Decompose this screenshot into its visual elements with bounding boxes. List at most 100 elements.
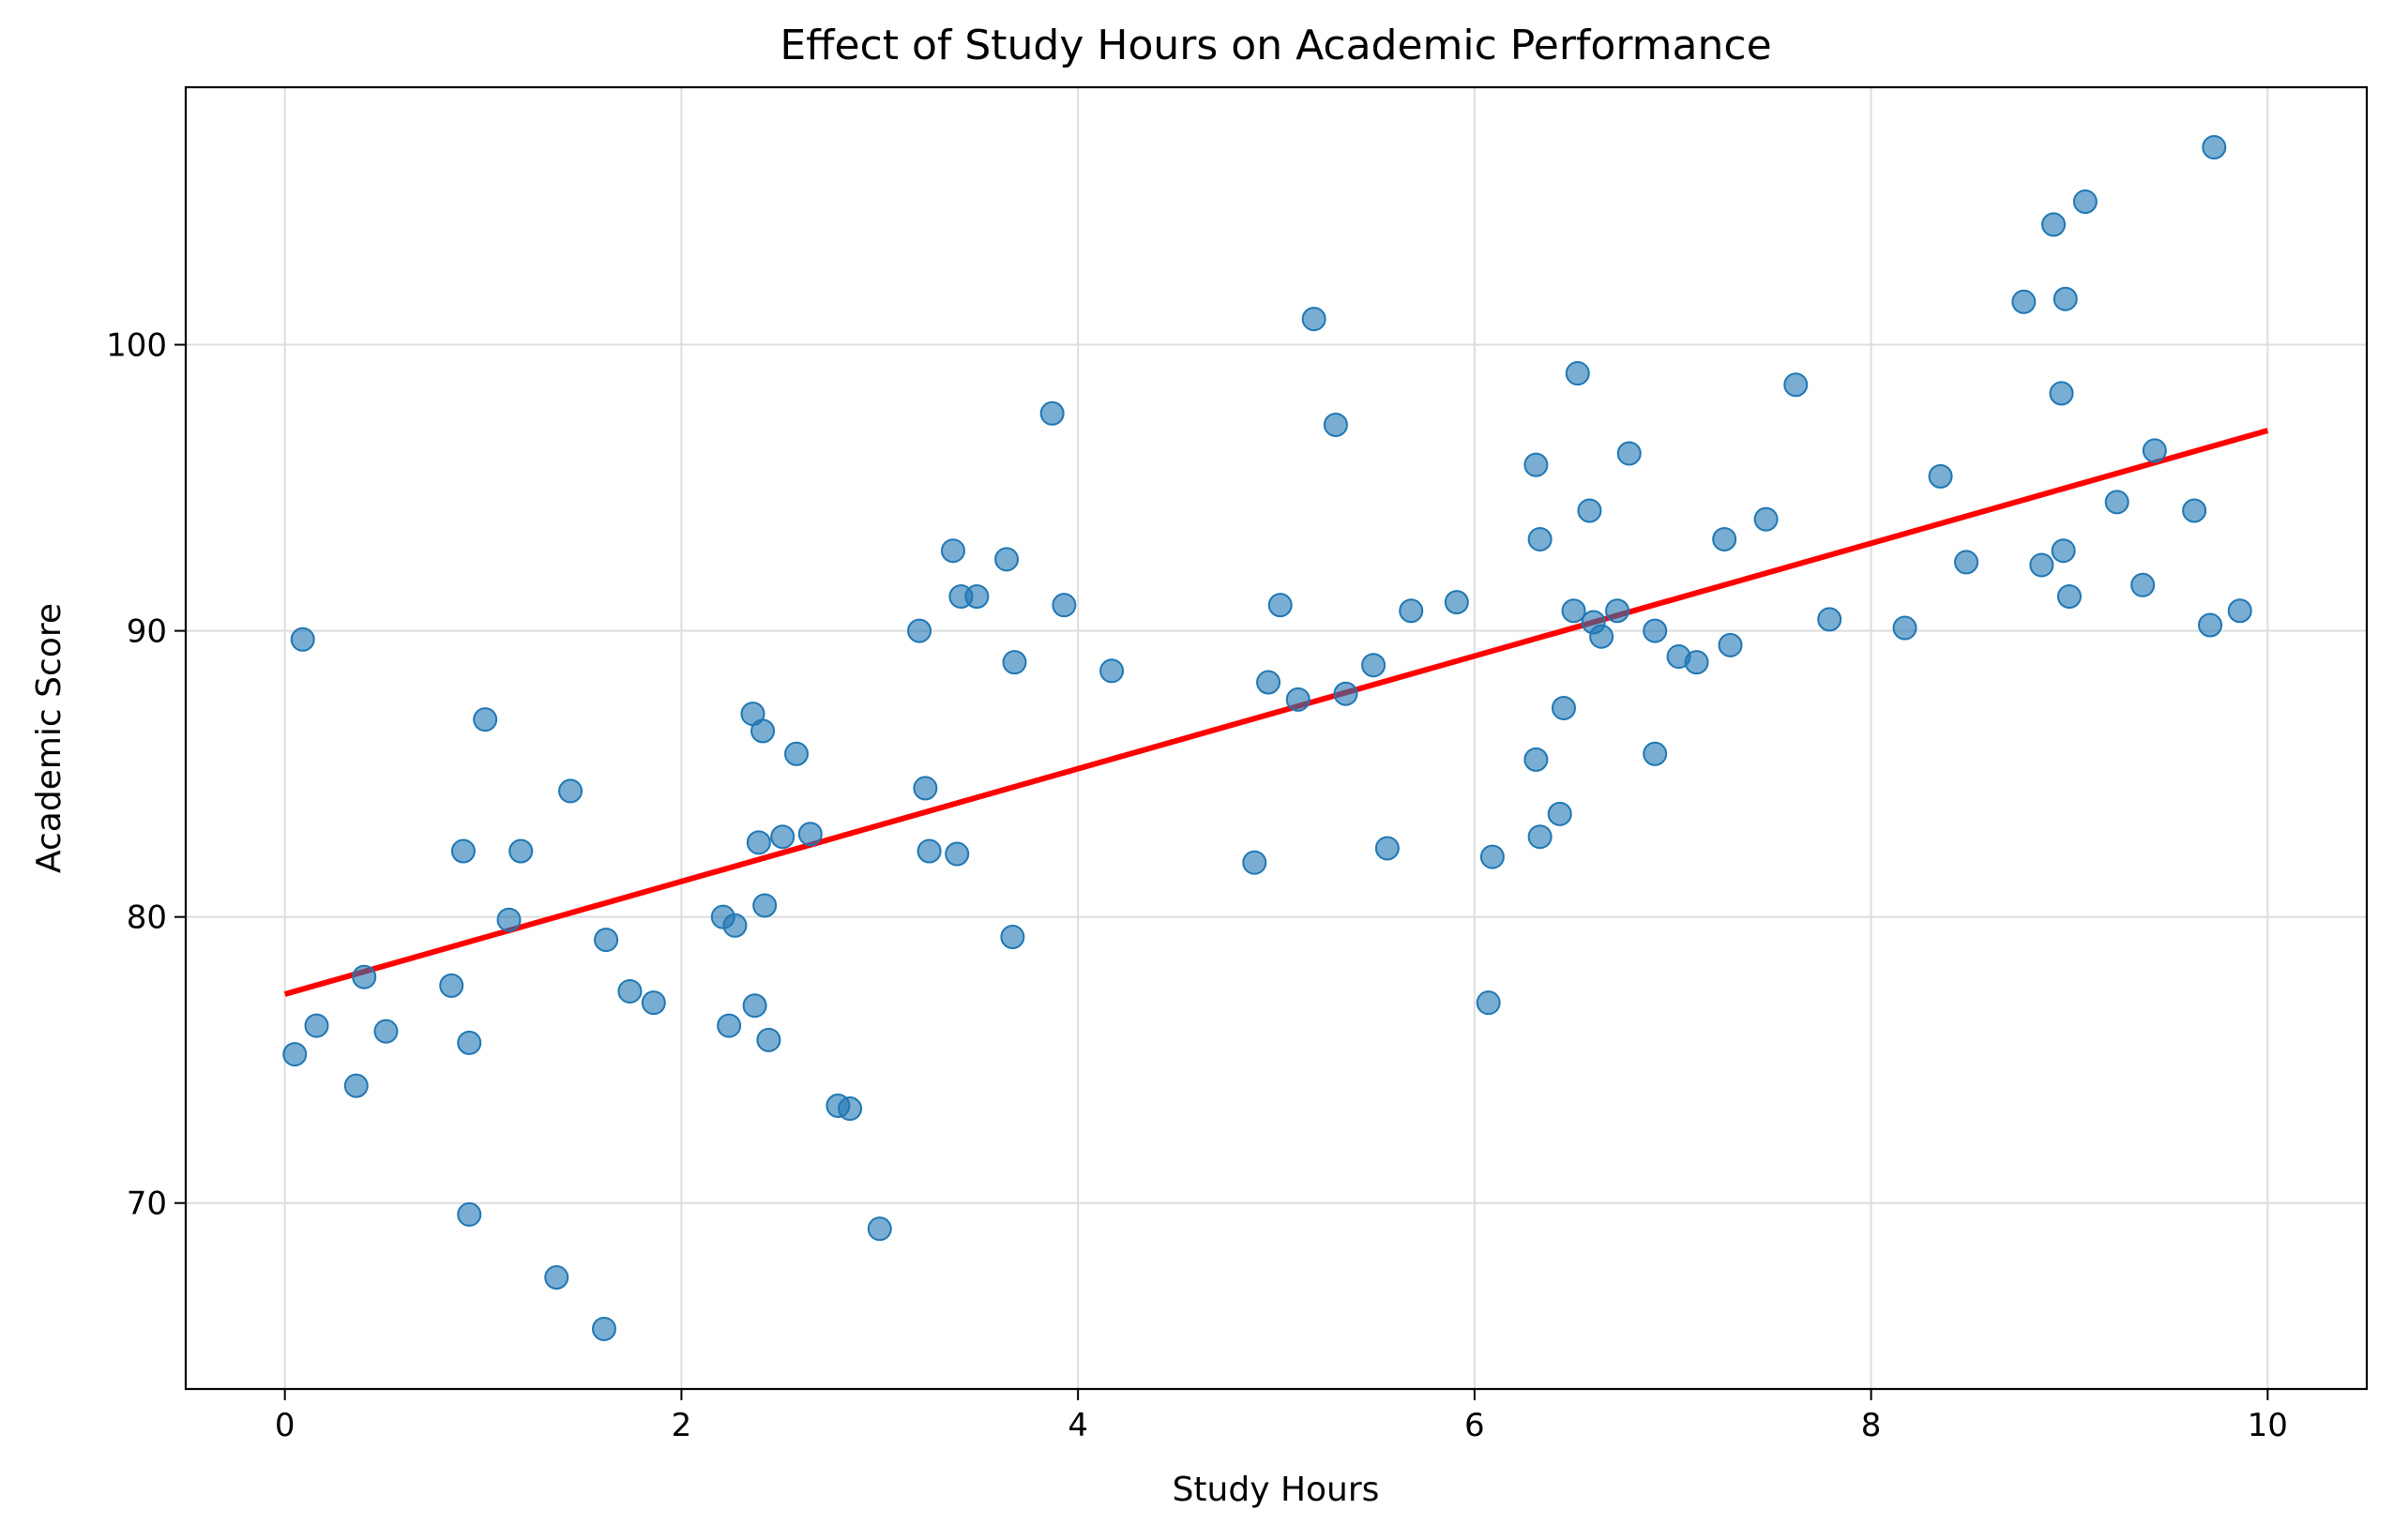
data-point: [2227, 598, 2252, 624]
data-point: [722, 913, 748, 938]
data-point: [450, 838, 476, 864]
data-point: [282, 1042, 308, 1067]
data-point: [290, 627, 315, 652]
data-point: [1954, 550, 1979, 575]
data-point: [1892, 615, 1917, 641]
data-point: [784, 741, 809, 766]
data-point: [1527, 824, 1553, 850]
data-point: [1928, 463, 1953, 489]
trend-line-layer: [283, 428, 2269, 997]
data-point: [1361, 653, 1386, 678]
data-point: [1039, 400, 1065, 426]
data-point: [945, 841, 970, 867]
data-point: [439, 973, 464, 998]
data-point: [1301, 307, 1326, 332]
data-point: [838, 1096, 863, 1122]
data-point: [2182, 498, 2207, 523]
data-point: [797, 822, 823, 847]
data-point: [1479, 844, 1505, 869]
data-point: [1753, 506, 1779, 532]
data-point: [1399, 598, 1424, 624]
data-point: [913, 776, 938, 801]
data-point: [964, 583, 990, 609]
data-point: [917, 838, 942, 864]
data-point: [1684, 650, 1709, 675]
data-point: [742, 993, 767, 1019]
data-point: [1547, 801, 1572, 826]
data-point: [2053, 286, 2078, 311]
data-point: [1589, 624, 1614, 649]
data-point: [352, 964, 377, 989]
x-tick-label: 0: [275, 1407, 295, 1444]
data-point: [1783, 372, 1809, 398]
data-point: [641, 990, 666, 1016]
data-point: [473, 707, 498, 732]
data-point: [1285, 687, 1311, 712]
data-point: [1718, 632, 1743, 657]
data-point: [558, 778, 583, 804]
data-point: [2072, 189, 2098, 215]
data-point: [1052, 593, 1077, 618]
data-point: [343, 1073, 369, 1098]
x-tick-label: 2: [672, 1407, 692, 1444]
data-point: [1256, 670, 1281, 695]
data-point: [1643, 741, 1668, 766]
data-point: [907, 618, 932, 643]
data-point: [1242, 850, 1267, 875]
plot-frame: [184, 85, 2369, 1391]
data-points: [282, 135, 2252, 1341]
y-tick-label: 70: [127, 1185, 167, 1223]
data-point: [746, 830, 771, 855]
data-point: [508, 838, 534, 864]
data-point: [2011, 289, 2037, 314]
data-point: [617, 978, 643, 1004]
data-point: [457, 1201, 482, 1227]
data-point: [1002, 650, 1027, 675]
x-tick-label: 8: [1861, 1407, 1882, 1444]
data-point: [1817, 607, 1842, 632]
data-point: [1643, 618, 1668, 643]
data-point: [1099, 658, 1125, 684]
data-point: [594, 928, 619, 953]
data-point: [756, 1027, 781, 1052]
data-point: [496, 907, 522, 932]
data-point: [1712, 526, 1737, 551]
trend-line: [283, 428, 2269, 997]
data-point: [1577, 498, 1602, 523]
data-point: [867, 1216, 892, 1242]
chart-title: Effect of Study Hours on Academic Perfor…: [780, 22, 1771, 69]
data-point: [1523, 747, 1549, 772]
data-point: [2056, 583, 2082, 609]
data-point: [1000, 925, 1025, 950]
data-point: [750, 718, 776, 744]
data-point: [1523, 452, 1549, 477]
data-point: [2051, 538, 2076, 564]
data-point: [457, 1030, 482, 1055]
data-point: [304, 1013, 329, 1038]
data-point: [2198, 612, 2223, 638]
data-point: [940, 538, 965, 564]
data-point: [1561, 598, 1586, 624]
data-point: [2104, 490, 2129, 515]
data-point: [591, 1316, 616, 1341]
y-tick-label: 80: [127, 899, 167, 937]
data-point: [1527, 526, 1553, 551]
data-point: [2202, 135, 2227, 160]
data-point: [1551, 695, 1576, 720]
data-point: [2142, 438, 2167, 463]
x-axis-label: Study Hours: [1173, 1471, 1380, 1509]
data-point: [994, 547, 1020, 572]
data-point: [1605, 598, 1630, 624]
data-point: [2029, 552, 2054, 578]
data-point: [1476, 990, 1501, 1016]
data-point: [1323, 412, 1348, 437]
data-point: [1616, 441, 1642, 466]
data-point: [1374, 836, 1400, 861]
y-axis-label: Academic Score: [30, 603, 68, 873]
x-tick-label: 4: [1068, 1407, 1088, 1444]
data-point: [2049, 381, 2074, 406]
data-point: [770, 824, 795, 850]
x-tick-label: 10: [2248, 1407, 2288, 1444]
